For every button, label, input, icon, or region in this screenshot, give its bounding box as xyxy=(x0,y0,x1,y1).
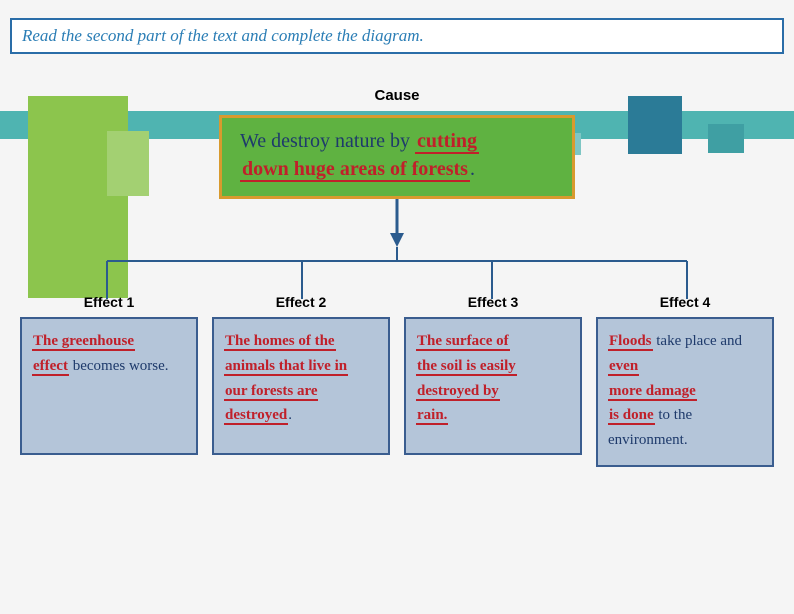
fill-text: more damage xyxy=(608,383,697,401)
static-text: . xyxy=(288,407,292,423)
fill-text: The surface of xyxy=(416,333,510,351)
fill-text: The greenhouse xyxy=(32,333,135,351)
fill-text: our forests are xyxy=(224,383,318,401)
instruction-bar: Read the second part of the text and com… xyxy=(10,18,784,54)
fill-text: The homes of the xyxy=(224,333,336,351)
effect-2-box: The homes of the animals that live in our … xyxy=(212,317,390,455)
fill-text: animals that live in xyxy=(224,358,348,376)
fill-text: the soil is easily xyxy=(416,358,517,376)
effect-1-label: Effect 1 xyxy=(20,294,198,310)
fill-text: effect xyxy=(32,358,69,376)
cause-punct: . xyxy=(470,158,475,180)
effect-1: Effect 1 The greenhouse effect becomes wo… xyxy=(20,294,198,467)
effect-1-box: The greenhouse effect becomes worse. xyxy=(20,317,198,455)
static-text: becomes worse. xyxy=(69,358,169,374)
effect-3-label: Effect 3 xyxy=(404,294,582,310)
fill-text: destroyed xyxy=(224,407,288,425)
effect-4-box: Floods take place and even more damage is … xyxy=(596,317,774,467)
effect-3: Effect 3 The surface of the soil is easil… xyxy=(404,294,582,467)
static-text: take place and xyxy=(653,333,743,349)
effects-row: Effect 1 The greenhouse effect becomes wo… xyxy=(0,294,794,467)
fill-text: is done xyxy=(608,407,655,425)
fill-text: destroyed by xyxy=(416,383,500,401)
effect-3-box: The surface of the soil is easily destroye… xyxy=(404,317,582,455)
effect-2: Effect 2 The homes of the animals that li… xyxy=(212,294,390,467)
effect-4-label: Effect 4 xyxy=(596,294,774,310)
fill-text: even xyxy=(608,358,639,376)
cause-label: Cause xyxy=(0,87,794,104)
effect-4: Effect 4 Floods take place and even more … xyxy=(596,294,774,467)
cause-box: We destroy nature by cutting down huge a… xyxy=(219,115,575,199)
fill-text: rain. xyxy=(416,407,448,425)
cause-fill-2: down huge areas of forests xyxy=(240,158,470,182)
cause-fill-1: cutting xyxy=(415,130,479,154)
connector-diagram xyxy=(27,199,767,299)
effect-2-label: Effect 2 xyxy=(212,294,390,310)
cause-static-text: We destroy nature by xyxy=(240,130,415,152)
fill-text: Floods xyxy=(608,333,653,351)
